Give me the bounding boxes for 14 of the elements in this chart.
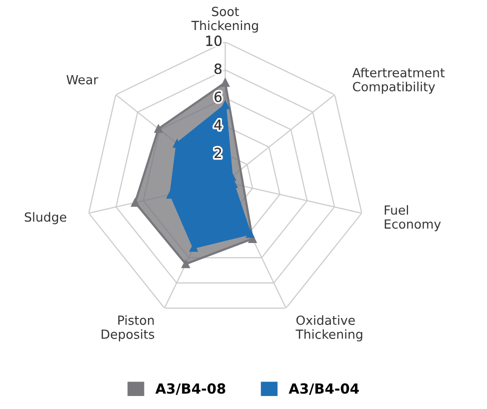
spoke-label: Sludge [24, 212, 66, 224]
legend-label: A3/B4-04 [288, 383, 359, 395]
y-tick-label: 8 [214, 64, 222, 74]
y-tick-label: 4 [214, 120, 222, 130]
spoke-label: Wear [66, 75, 98, 84]
y-tick-label: 10 [206, 36, 222, 46]
spoke-label: Fuel Economy [384, 205, 441, 232]
spoke-label: Oxidative Thickening [296, 315, 362, 342]
spoke-label: Aftertreatment Compatibility [352, 68, 445, 94]
spoke-label: Soot Thickening [191, 6, 258, 33]
y-tick-label: 6 [214, 92, 222, 102]
legend-label: A3/B4-08 [155, 383, 226, 395]
spoke-label: Piston Deposits [102, 315, 154, 342]
y-tick-label: 2 [214, 148, 222, 158]
